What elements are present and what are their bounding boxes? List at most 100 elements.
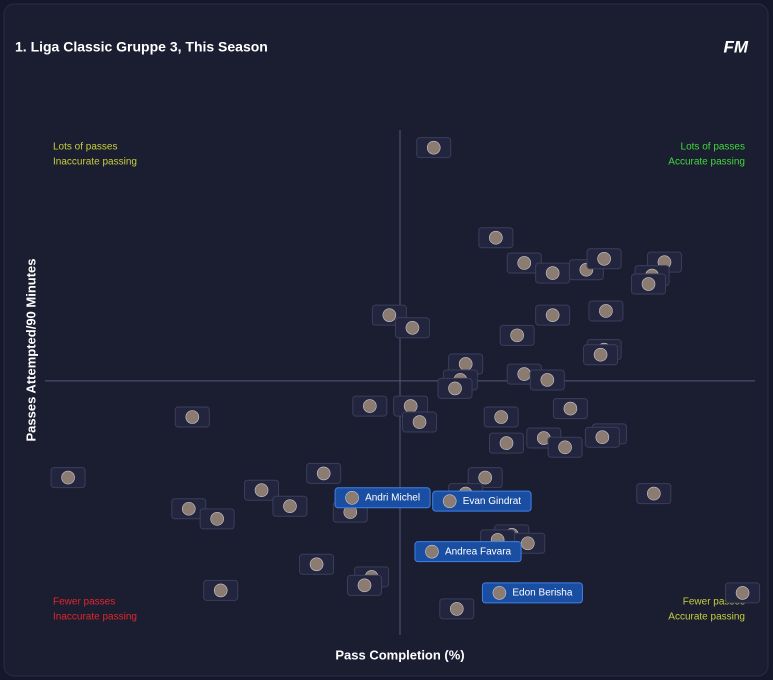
player-avatar xyxy=(449,602,464,616)
player-marker: Evan Gindrat xyxy=(432,490,532,512)
quadrant-label: Fewer passes xyxy=(683,597,745,608)
player-avatar xyxy=(254,483,269,498)
player-marker xyxy=(636,483,672,505)
player-marker xyxy=(394,317,430,339)
player-avatar xyxy=(599,304,613,318)
player-name: Andrea Favara xyxy=(445,546,512,557)
player-avatar xyxy=(405,320,420,335)
player-avatar xyxy=(316,466,331,481)
player-marker xyxy=(352,395,388,417)
player-avatar xyxy=(448,381,462,396)
player-marker xyxy=(586,248,622,270)
player-avatar xyxy=(478,470,493,485)
player-avatar xyxy=(499,436,514,450)
player-marker xyxy=(584,426,620,448)
player-avatar xyxy=(520,536,535,551)
quadrant-label: Inaccurate passing xyxy=(53,157,137,168)
player-avatar xyxy=(494,410,508,424)
player-avatar xyxy=(458,357,473,371)
logo: FM xyxy=(723,37,748,56)
player-marker xyxy=(437,377,473,399)
player-avatar xyxy=(426,140,441,155)
player-marker xyxy=(583,344,619,366)
quadrant-label: Lots of passes xyxy=(681,142,745,153)
player-name: Andri Michel xyxy=(365,492,420,503)
player-avatar xyxy=(363,399,377,413)
player-marker xyxy=(483,406,519,428)
player-marker xyxy=(393,395,429,417)
player-marker xyxy=(499,324,535,346)
player-avatar xyxy=(735,586,750,600)
player-marker xyxy=(547,436,583,458)
player-avatar xyxy=(593,347,608,362)
player-avatar xyxy=(563,401,578,416)
player-avatar xyxy=(545,308,560,322)
label-box xyxy=(414,541,522,563)
player-marker xyxy=(535,262,571,284)
player-avatar xyxy=(442,494,457,508)
player-avatar xyxy=(540,373,555,387)
quadrant-label: Accurate passing xyxy=(668,612,745,623)
player-marker xyxy=(50,467,86,489)
quadrant-label: Lots of passes xyxy=(53,142,117,153)
player-marker xyxy=(631,273,666,295)
player-marker xyxy=(439,598,475,620)
player-marker xyxy=(199,508,235,530)
player-marker: Andrea Favara xyxy=(414,541,522,563)
player-marker xyxy=(272,495,308,517)
player-avatar xyxy=(283,499,297,514)
x-axis-label: Pass Completion (%) xyxy=(335,647,464,662)
player-avatar xyxy=(492,586,507,600)
player-avatar xyxy=(425,544,439,559)
quadrant-label: Fewer passes xyxy=(53,597,115,608)
player-avatar xyxy=(510,328,524,343)
player-marker xyxy=(174,406,210,428)
player-avatar xyxy=(357,578,372,593)
player-marker xyxy=(402,411,438,433)
y-axis-label: Passes Attempted/90 Minutes xyxy=(23,258,38,441)
player-avatar xyxy=(597,251,611,266)
quadrant-label: Accurate passing xyxy=(668,157,745,168)
player-marker xyxy=(489,432,524,454)
player-marker xyxy=(306,462,342,484)
player-avatar xyxy=(210,512,224,526)
player-marker xyxy=(299,553,335,575)
player-avatar xyxy=(181,501,196,516)
player-avatar xyxy=(558,440,572,455)
player-name: Edon Berisha xyxy=(512,588,572,599)
player-marker: Edon Berisha xyxy=(481,582,583,604)
player-avatar xyxy=(517,256,532,270)
player-avatar xyxy=(403,399,418,413)
player-avatar xyxy=(647,486,661,501)
player-avatar xyxy=(545,266,560,280)
label-box xyxy=(481,582,583,604)
player-marker xyxy=(203,579,239,601)
player-marker xyxy=(467,467,503,489)
player-marker xyxy=(529,369,565,391)
player-avatar xyxy=(595,430,610,445)
player-avatar xyxy=(517,367,532,381)
player-marker xyxy=(416,137,452,159)
quadrant-label: Inaccurate passing xyxy=(53,612,137,623)
player-marker xyxy=(535,304,571,326)
player-avatar xyxy=(185,410,200,424)
player-avatar xyxy=(382,308,397,322)
player-avatar xyxy=(412,415,427,429)
label-box xyxy=(432,490,532,512)
player-marker xyxy=(588,300,624,322)
player-avatar xyxy=(489,230,503,245)
chart-title: 1. Liga Classic Gruppe 3, This Season xyxy=(15,39,268,55)
player-marker xyxy=(478,227,514,249)
player-avatar xyxy=(345,491,359,505)
player-marker xyxy=(448,353,484,375)
label-box xyxy=(334,487,431,509)
player-marker: Andri Michel xyxy=(334,487,431,509)
player-marker xyxy=(725,582,761,604)
player-avatar xyxy=(641,277,656,291)
player-avatar xyxy=(309,557,324,572)
player-marker xyxy=(552,398,588,420)
player-marker xyxy=(244,479,280,501)
player-avatar xyxy=(213,583,228,598)
player-marker xyxy=(347,574,382,596)
